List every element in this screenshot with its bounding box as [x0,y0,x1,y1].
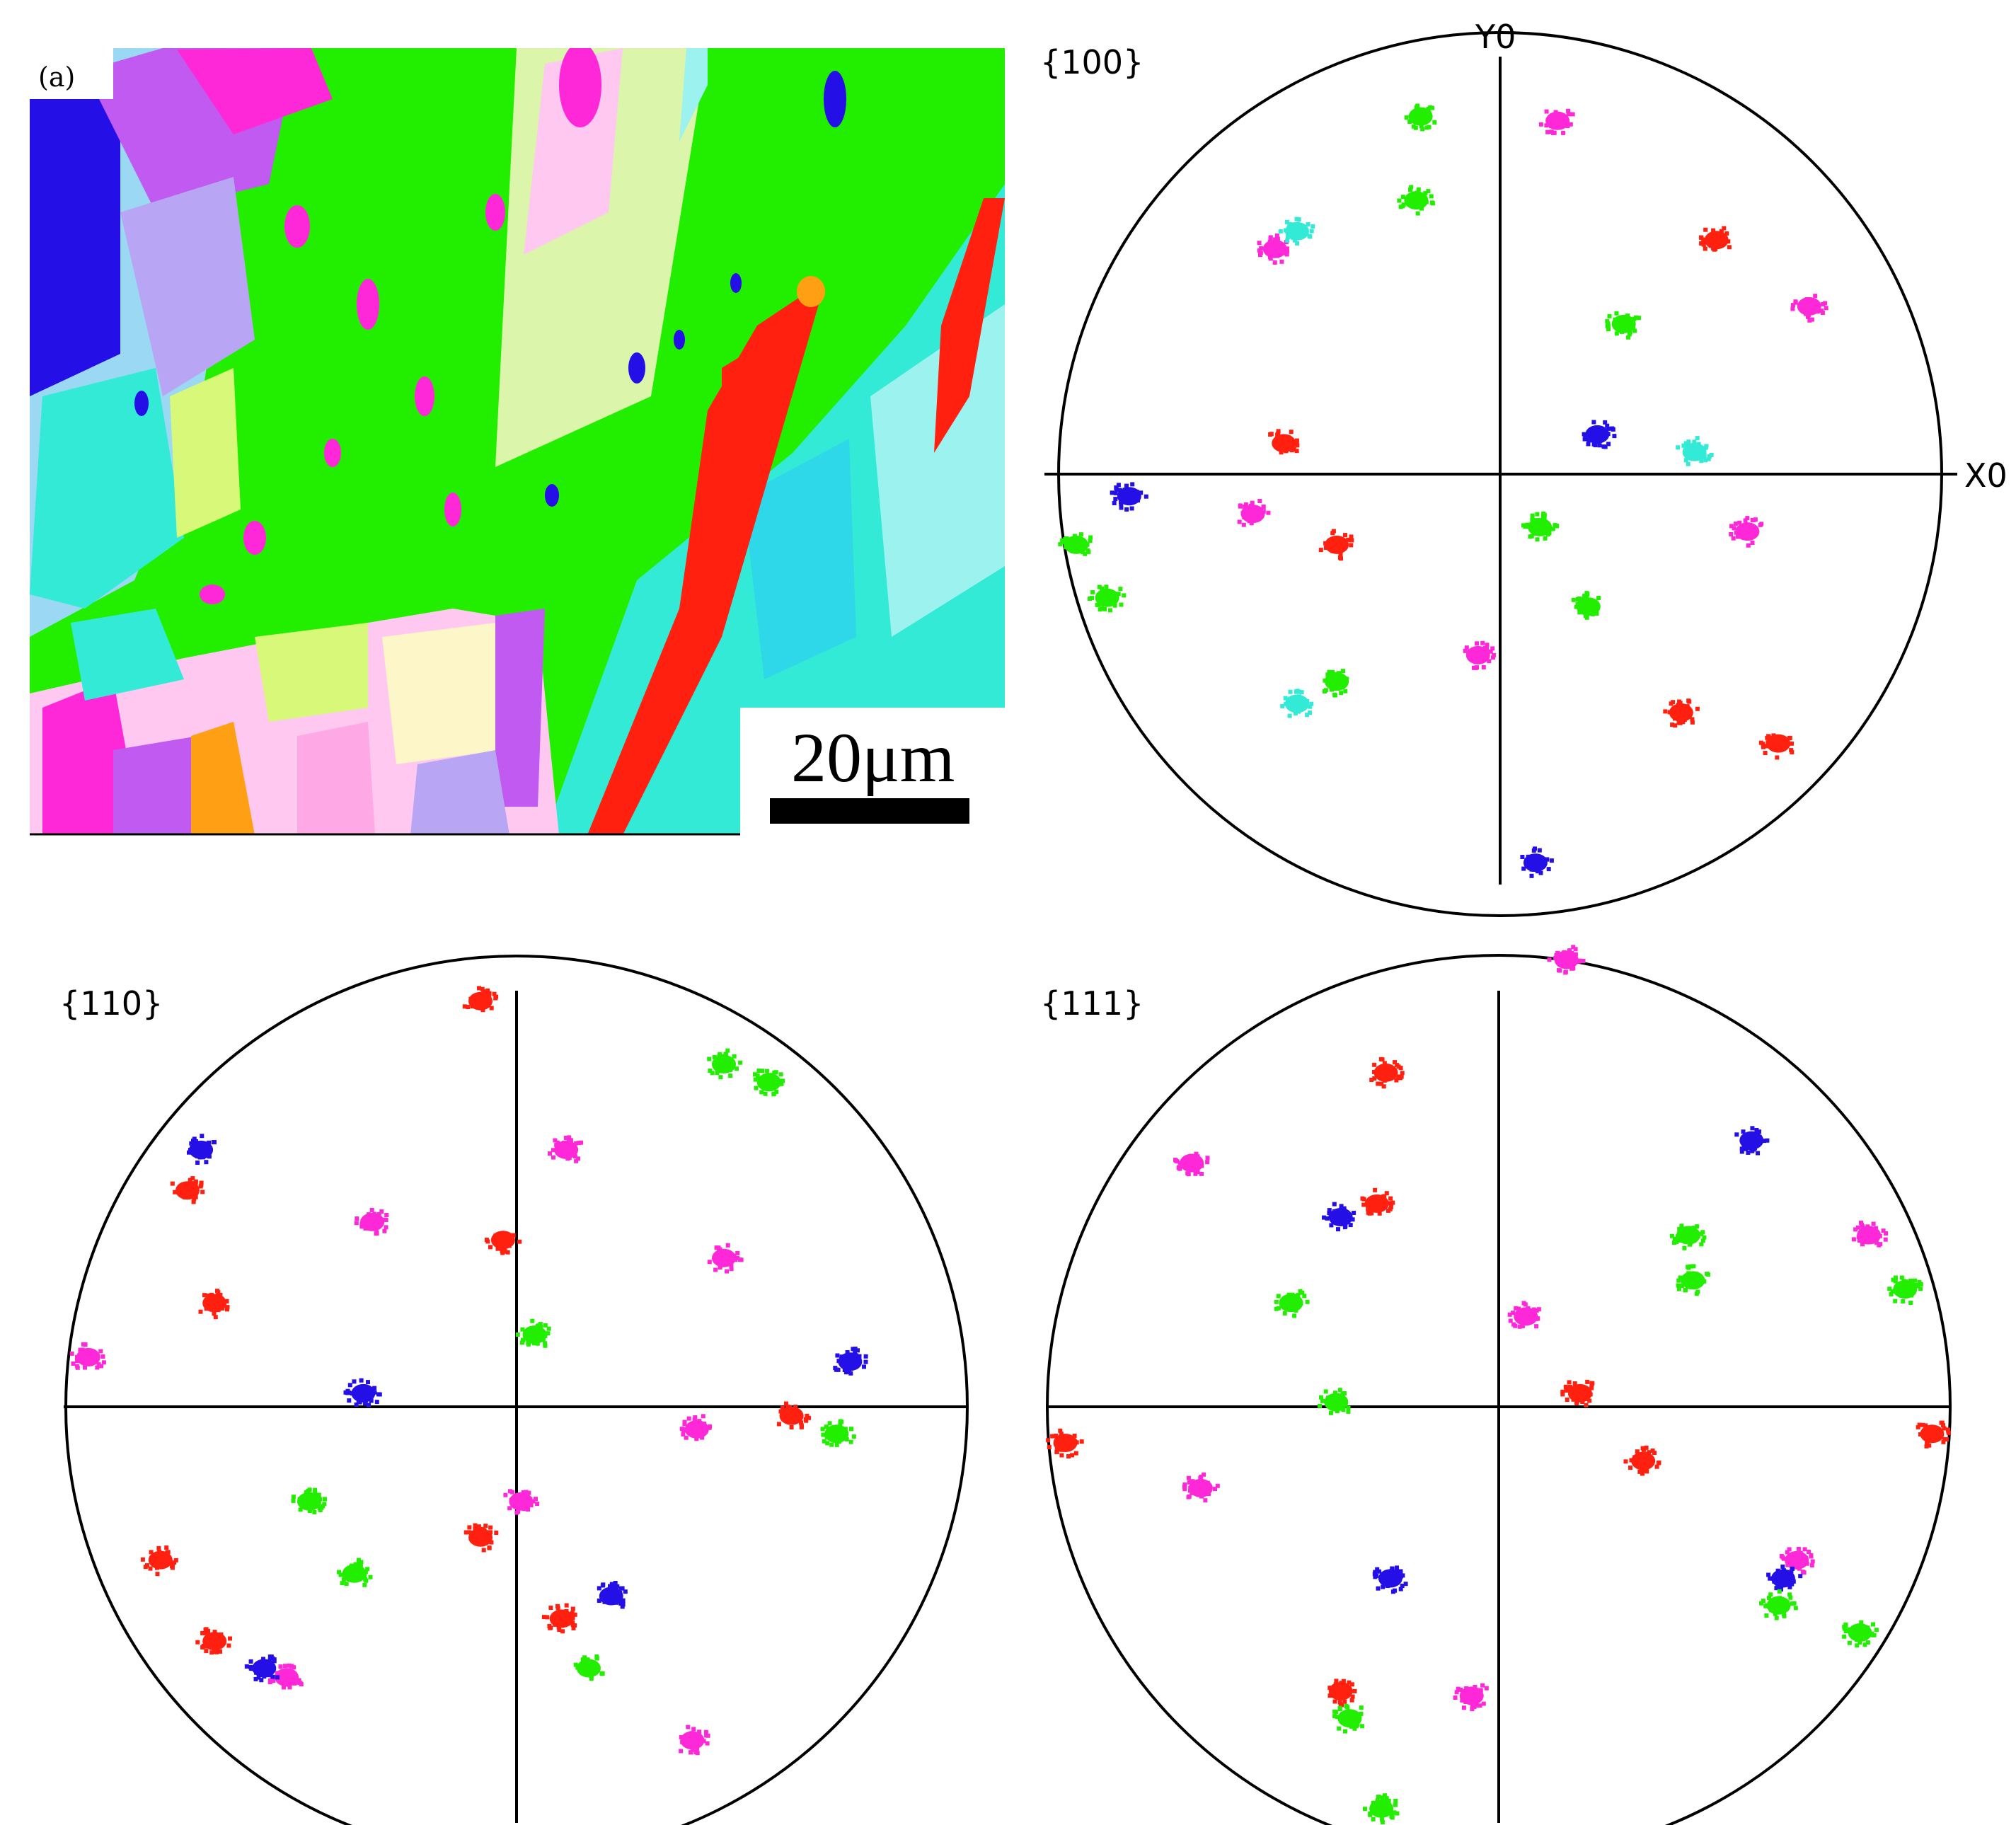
pole-spot [679,1414,713,1441]
pole-spot [1842,1620,1879,1648]
pole-spot [1369,1057,1405,1089]
pole-spot [1851,1221,1889,1248]
pole-spot [1560,1379,1595,1407]
pole-spot [1623,1445,1661,1476]
pole-spot [1322,1202,1357,1232]
pole-spot [1734,1126,1770,1156]
pole-spot [707,1048,743,1080]
pole-spot [1404,103,1437,132]
pole-spot [484,1231,522,1255]
pole-spot [1268,429,1300,455]
pole-spot [1397,185,1435,216]
pole-spot [1759,1589,1798,1620]
x-axis-label: X0 [1964,456,2008,495]
pole-spot [597,1581,628,1609]
pole-spot [463,1523,499,1553]
pole-spot [833,1347,868,1376]
pole-spot [244,1654,280,1683]
pole-spot [1538,108,1575,135]
pole-spot [541,1603,577,1634]
pole-spot [1332,1703,1365,1734]
pole-spot [195,1627,232,1655]
pole-spot [69,1342,106,1370]
pole-spot [1046,1428,1084,1458]
pole-spot [1507,1301,1541,1329]
pole-spot [1571,591,1601,620]
pole-spot [1173,1151,1210,1177]
pole-spot [1110,482,1148,512]
pole-figure-title: {111} [1040,984,1144,1023]
pole-spot [1280,689,1314,718]
pole-spot [753,1069,785,1097]
pole-spot [1453,1683,1489,1712]
pole-spot [1360,1187,1395,1216]
scale-bar-label: 20μm [791,718,955,797]
pole-spot [1372,1565,1408,1594]
pole-spot [1521,511,1560,542]
pole-spot [707,1243,744,1274]
pole-spot [198,1289,230,1320]
y-axis-label: Y0 [1475,18,1516,56]
pole-spot [1676,1264,1710,1296]
pole-spot [1605,311,1641,340]
scale-bar [770,798,969,824]
pole-spot [1463,640,1497,670]
pole-spot [1278,217,1315,246]
pole-spot [820,1419,856,1447]
pole-spot [1676,436,1714,466]
pole-spot [343,1378,382,1407]
pole-spot [140,1545,178,1577]
ebsd-orientation-map: (a) 20μm [30,48,1005,836]
pole-spot [291,1487,327,1514]
pole-figure-111: {111} [1040,945,1952,1825]
pole-spot [1698,226,1732,252]
pole-spots [1046,945,1951,1825]
pole-spot [354,1208,389,1236]
pole-spot [776,1401,812,1429]
pole-spot [573,1654,605,1681]
pole-spot [1669,1224,1707,1250]
pole-spot [1318,1388,1351,1415]
pole-spot [1887,1275,1923,1305]
pole-spot [462,986,499,1013]
pole-spot [1779,1546,1815,1575]
pole-spot [1766,1564,1803,1592]
pole-spot [1274,1289,1310,1318]
pole-spot [1323,669,1349,698]
pole-spot [187,1134,217,1165]
pole-spot [1058,532,1093,556]
pole-spot [1237,499,1271,527]
map-panel-label: (a) [38,62,75,93]
pole-spot [1363,1793,1400,1825]
pole-figure-110: {110} [59,955,969,1825]
pole-figure-100: {100} Y0 X0 [1040,18,2008,917]
pole-spot [1916,1420,1951,1449]
pole-spot [548,1135,583,1163]
pole-spot [515,1318,551,1348]
pole-spot [1257,234,1289,265]
pole-spot [1327,1679,1357,1708]
pole-spot [1547,945,1586,975]
pole-spot [1318,529,1354,561]
pole-figure-title: {110} [59,984,163,1023]
pole-spot [337,1558,373,1587]
pole-spot [267,1663,304,1690]
pole-spot [1790,294,1828,323]
pole-spot [170,1176,205,1204]
pole-spot [503,1489,540,1515]
pole-spot [1729,516,1764,548]
pole-figure-title: {100} [1040,43,1144,81]
pole-spot [1520,846,1554,878]
pole-spots [69,986,868,1756]
pole-spot [1758,733,1795,760]
pole-spot [1088,585,1127,613]
pole-spot [1663,698,1700,728]
pole-spot [1182,1472,1220,1503]
pole-spot [1582,420,1617,449]
pole-spot [679,1725,710,1756]
pole-spots [1058,103,1828,878]
